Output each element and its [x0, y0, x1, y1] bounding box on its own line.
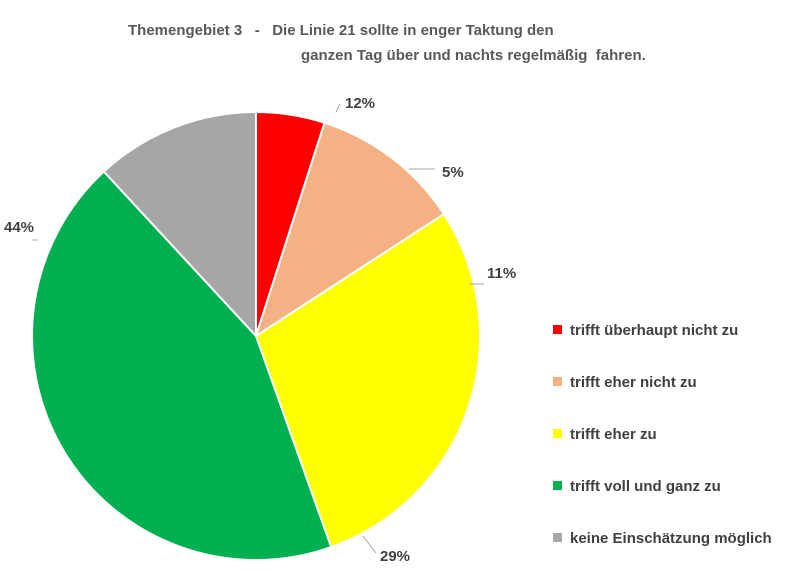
data-label-2: 11% — [487, 265, 516, 282]
legend-label-1: trifft überhaupt nicht zu — [570, 322, 738, 339]
leader-line-5 — [335, 103, 341, 113]
data-label-1: 5% — [442, 164, 464, 181]
legend-label-5: keine Einschätzung möglich — [570, 530, 772, 547]
legend-item-3: trifft eher zu — [553, 426, 657, 443]
legend: trifft überhaupt nicht zu trifft eher nic… — [553, 322, 772, 547]
data-label-5: 12% — [345, 95, 375, 112]
data-labels: 5% 11% 29% 44% 12% — [4, 95, 516, 565]
pie-slices — [31, 110, 481, 561]
pie-slice-5 — [102, 110, 257, 339]
leader-lines — [32, 103, 484, 554]
legend-label-4: trifft voll und ganz zu — [570, 478, 721, 495]
legend-item-2: trifft eher nicht zu — [553, 374, 697, 391]
pie-slice-3 — [254, 212, 481, 549]
leader-line-3 — [362, 535, 377, 554]
legend-swatch-1 — [553, 325, 562, 334]
legend-item-5: keine Einschätzung möglich — [553, 530, 772, 547]
legend-label-3: trifft eher zu — [570, 426, 657, 443]
legend-label-2: trifft eher nicht zu — [570, 374, 697, 391]
legend-swatch-4 — [553, 481, 562, 490]
legend-swatch-2 — [553, 377, 562, 386]
chart-title-line-2: ganzen Tag über und nachts regelmäßig fa… — [301, 47, 646, 64]
data-label-3: 29% — [380, 548, 410, 565]
pie-slice-4 — [31, 170, 333, 561]
legend-item-1: trifft überhaupt nicht zu — [553, 322, 738, 339]
data-label-4: 44% — [4, 219, 34, 236]
legend-item-4: trifft voll und ganz zu — [553, 478, 721, 495]
legend-swatch-5 — [553, 533, 562, 542]
chart-title-line-1: Themengebiet 3 - Die Linie 21 sollte in … — [128, 22, 554, 39]
legend-swatch-3 — [553, 429, 562, 438]
pie-slice-2 — [254, 121, 446, 339]
